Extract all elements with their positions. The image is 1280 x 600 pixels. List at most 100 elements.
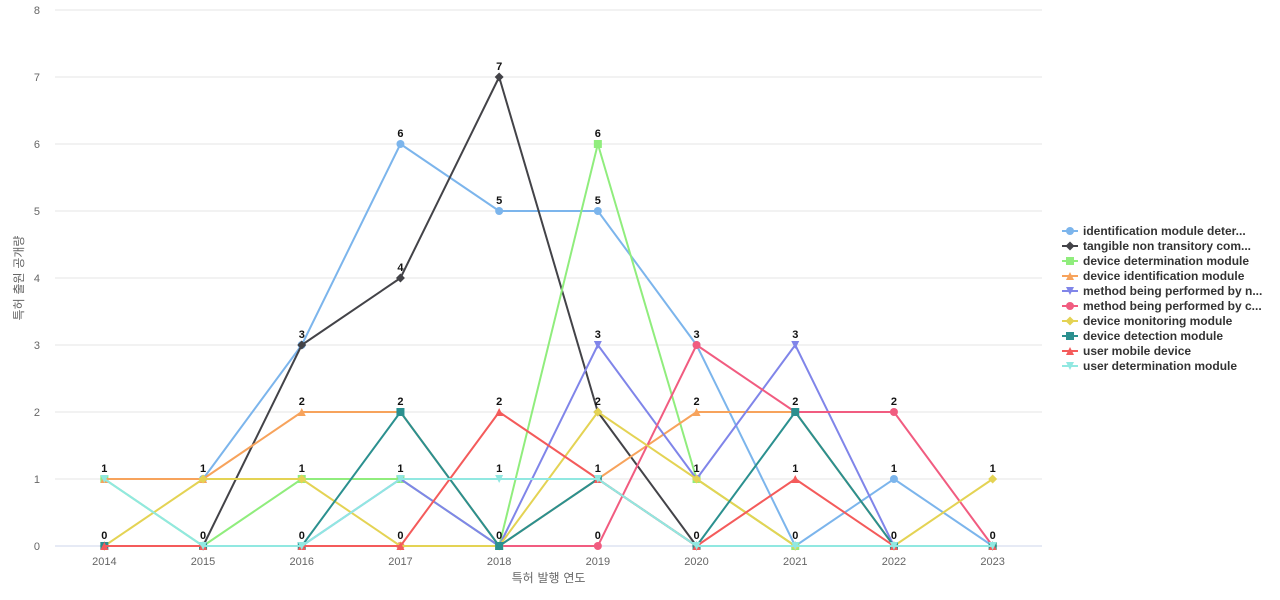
y-axis: 0 1 2 3 4 5 6 7 8 (34, 5, 40, 553)
data-point[interactable] (791, 542, 800, 550)
x-tick-label: 2022 (882, 556, 906, 568)
data-label: 2 (397, 396, 403, 408)
data-point[interactable] (593, 475, 602, 483)
data-label: 0 (693, 530, 699, 542)
data-label: 6 (595, 128, 601, 140)
data-point[interactable] (495, 408, 504, 416)
legend-label: device identification module (1083, 269, 1245, 283)
legend-marker (1066, 257, 1074, 265)
data-label: 3 (299, 329, 305, 341)
x-tick-label: 2020 (684, 556, 708, 568)
data-point[interactable] (100, 475, 109, 483)
data-point[interactable] (692, 474, 702, 484)
data-point[interactable] (791, 341, 800, 349)
data-label: 0 (496, 530, 502, 542)
data-label: 2 (792, 396, 798, 408)
legend-marker (1066, 362, 1074, 370)
data-point[interactable] (889, 475, 898, 483)
legend-marker (1065, 241, 1075, 251)
legend-marker (1066, 227, 1074, 235)
x-tick-label: 2021 (783, 556, 807, 568)
series-lines (99, 72, 998, 551)
legend-marker (1065, 316, 1075, 326)
data-point[interactable] (889, 542, 898, 550)
data-point[interactable] (297, 340, 307, 350)
legend-item[interactable]: device determination module (1062, 254, 1249, 268)
data-point[interactable] (495, 475, 504, 483)
legend-label: device detection module (1083, 329, 1223, 343)
data-point[interactable] (988, 474, 998, 484)
y-tick-label: 6 (34, 139, 40, 151)
x-tick-label: 2019 (586, 556, 610, 568)
data-point[interactable] (593, 407, 603, 417)
data-point[interactable] (593, 341, 602, 349)
data-point[interactable] (198, 474, 208, 484)
series-line (103, 478, 993, 547)
data-point[interactable] (495, 542, 504, 550)
x-tick-label: 2023 (980, 556, 1004, 568)
data-point[interactable] (495, 207, 504, 215)
data-label: 3 (595, 329, 601, 341)
data-point[interactable] (100, 542, 109, 550)
data-point[interactable] (988, 542, 997, 550)
legend-item[interactable]: user determination module (1062, 359, 1237, 373)
data-point[interactable] (395, 273, 405, 283)
data-point[interactable] (593, 140, 602, 148)
y-tick-label: 0 (34, 541, 40, 553)
data-label: 1 (891, 463, 897, 475)
data-point[interactable] (396, 140, 405, 148)
y-tick-label: 5 (34, 206, 40, 218)
data-point[interactable] (593, 542, 602, 550)
data-point[interactable] (593, 207, 602, 215)
data-label: 4 (397, 262, 404, 274)
data-label: 1 (397, 463, 403, 475)
data-label: 1 (693, 463, 699, 475)
data-label: 0 (200, 530, 206, 542)
data-label: 0 (595, 530, 601, 542)
legend-item[interactable]: identification module deter... (1062, 224, 1246, 238)
data-label: 6 (397, 128, 403, 140)
legend: identification module deter...tangible n… (1062, 224, 1262, 373)
data-point[interactable] (494, 72, 504, 82)
data-label: 0 (299, 530, 305, 542)
data-point[interactable] (889, 408, 898, 416)
data-label: 1 (200, 463, 206, 475)
data-label: 1 (792, 463, 798, 475)
legend-label: method being performed by c... (1083, 299, 1262, 313)
x-tick-label: 2018 (487, 556, 511, 568)
y-tick-label: 4 (34, 273, 40, 285)
legend-marker (1066, 332, 1074, 340)
data-point[interactable] (692, 542, 701, 550)
x-tick-label: 2015 (191, 556, 215, 568)
data-point[interactable] (199, 542, 208, 550)
legend-item[interactable]: user mobile device (1062, 344, 1191, 358)
y-axis-title: 특허 출원 공개량 (12, 236, 26, 321)
legend-item[interactable]: device monitoring module (1062, 314, 1233, 328)
legend-item[interactable]: tangible non transitory com... (1062, 239, 1251, 253)
data-point[interactable] (297, 408, 306, 416)
data-label: 2 (299, 396, 305, 408)
legend-item[interactable]: device detection module (1062, 329, 1223, 343)
data-point[interactable] (791, 475, 800, 483)
data-label: 0 (792, 530, 798, 542)
legend-label: device monitoring module (1083, 314, 1233, 328)
legend-item[interactable]: method being performed by c... (1062, 299, 1262, 313)
data-label: 5 (595, 195, 601, 207)
legend-item[interactable]: method being performed by n... (1062, 284, 1262, 298)
data-point[interactable] (396, 542, 405, 550)
data-point[interactable] (396, 408, 405, 416)
legend-item[interactable]: device identification module (1062, 269, 1245, 283)
data-point[interactable] (791, 408, 800, 416)
data-labels: 1 0 1 0 3 2 1 0 6 4 2 1 0 7 5 2 1 0 6 5 3 2 1 0 3 2 1 0 3 2 1 0 2 1 0 1 0 (101, 61, 995, 542)
data-point[interactable] (692, 408, 701, 416)
data-point[interactable] (692, 341, 701, 349)
data-point[interactable] (396, 475, 405, 483)
legend-label: identification module deter... (1083, 224, 1246, 238)
data-point[interactable] (297, 474, 307, 484)
data-point[interactable] (297, 542, 306, 550)
legend-label: device determination module (1083, 254, 1249, 268)
x-tick-label: 2017 (388, 556, 412, 568)
data-label: 5 (496, 195, 502, 207)
legend-label: tangible non transitory com... (1083, 239, 1251, 253)
